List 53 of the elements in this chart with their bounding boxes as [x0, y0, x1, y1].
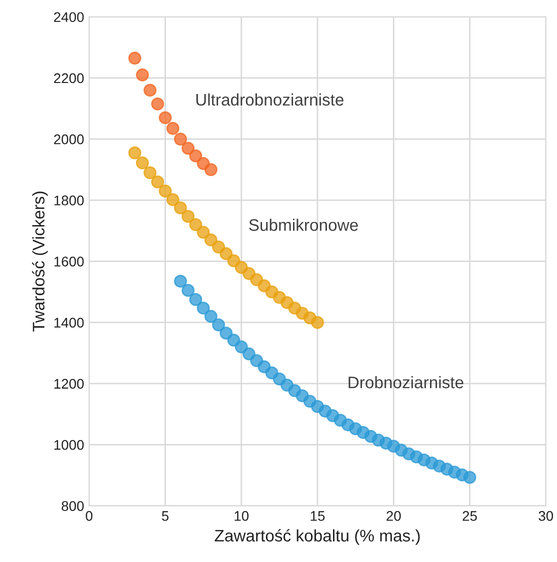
series-label: Ultradrobnoziarniste [196, 93, 344, 106]
y-tick-label: 1800 [54, 196, 84, 206]
point [212, 318, 226, 332]
series-label: Submikronowe [249, 218, 358, 231]
point [158, 184, 172, 198]
point [204, 233, 218, 246]
point [310, 316, 324, 329]
point [136, 156, 149, 170]
point [151, 97, 164, 110]
point [189, 218, 202, 232]
point [463, 470, 476, 484]
x-axis-title: Zawartość kobaltu (% mas.) [214, 529, 420, 545]
point [204, 163, 218, 176]
y-tick-label: 1600 [54, 256, 84, 266]
x-tick-label: 20 [386, 511, 401, 521]
point [182, 142, 195, 155]
x-tick-label: 25 [462, 511, 477, 521]
y-axis-title: Twardość (Vickers) [32, 192, 48, 332]
point [189, 149, 202, 162]
point [144, 166, 157, 180]
point [136, 68, 149, 82]
point [166, 122, 180, 135]
point [234, 340, 248, 354]
point [182, 284, 195, 297]
point [128, 146, 142, 160]
x-tick-label: 5 [162, 511, 169, 521]
point [189, 293, 202, 306]
point [174, 274, 187, 288]
point [174, 132, 187, 146]
y-tick-label: 1400 [54, 318, 84, 328]
point [174, 201, 187, 214]
point [144, 84, 157, 97]
x-tick-label: 10 [234, 511, 249, 521]
y-tick-label: 2200 [54, 73, 84, 84]
y-tick-label: 2000 [54, 134, 84, 144]
y-tick-label: 2400 [54, 12, 84, 22]
point [196, 226, 210, 239]
point [220, 247, 233, 260]
series-label: Drobnoziarniste [348, 376, 464, 388]
point [196, 302, 210, 315]
point [182, 210, 195, 223]
point [166, 193, 180, 206]
y-tick-label: 1000 [54, 440, 84, 450]
x-tick-label: 30 [538, 511, 554, 521]
point [128, 52, 142, 65]
x-tick-label: 15 [310, 511, 325, 521]
x-tick-label: 0 [86, 511, 92, 521]
point [151, 175, 164, 188]
point [158, 111, 172, 124]
y-tick-label: 1200 [54, 378, 84, 389]
y-tick-label: 800 [62, 501, 84, 511]
point [220, 326, 233, 340]
point [204, 310, 218, 323]
